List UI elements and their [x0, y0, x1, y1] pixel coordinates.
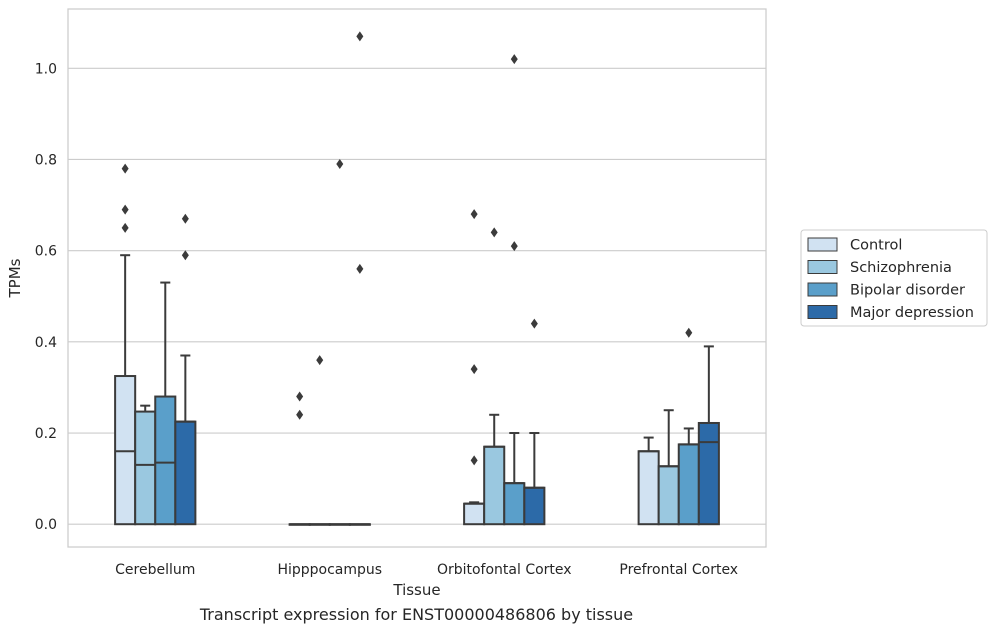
outlier-marker [685, 327, 693, 338]
outlier-marker [510, 241, 518, 252]
y-tick-label: 0.6 [35, 244, 57, 260]
box-rect [523, 486, 546, 526]
box-rect [134, 410, 157, 526]
legend-label: Schizophrenia [850, 260, 952, 276]
box-group [637, 436, 660, 526]
outlier-marker [296, 391, 304, 402]
outlier-marker [510, 54, 518, 65]
y-tick-label: 0.2 [35, 426, 57, 442]
outlier-marker [296, 409, 304, 420]
x-tick-label: Hipppocampus [277, 562, 382, 578]
box-rect [677, 443, 700, 526]
legend-swatch [807, 260, 838, 274]
legend: Control Schizophrenia Bipolar disorder Majo… [800, 229, 988, 327]
x-tick-label: Cerebellum [115, 562, 195, 578]
outlier-marker [530, 318, 538, 329]
box-rect [463, 502, 486, 526]
legend-label: Major depression [850, 305, 974, 321]
box-rect [114, 375, 137, 526]
box-group [697, 345, 720, 526]
legend-swatch [807, 237, 838, 252]
y-tick-labels: 0.0 0.2 0.4 0.6 0.8 1.0 [35, 61, 57, 533]
box-rect [503, 482, 526, 526]
legend-label: Bipolar disorder [850, 283, 965, 299]
outlier-marker [181, 250, 189, 261]
box-rect [154, 395, 177, 526]
outlier-marker [356, 263, 364, 274]
box-rect [174, 420, 197, 526]
box-group [328, 159, 351, 526]
y-tick-label: 1.0 [35, 61, 57, 77]
x-axis-title: Tissue [392, 581, 440, 599]
x-tick-label: Prefrontal Cortex [619, 562, 738, 578]
box-group [134, 404, 157, 526]
outlier-marker [121, 204, 129, 215]
box-groups [114, 31, 720, 526]
legend-swatch [807, 305, 838, 319]
box-rect [657, 465, 680, 526]
x-tick-labels: Cerebellum Hipppocampus Orbitofontal Corte… [115, 562, 738, 578]
figure-caption: Transcript expression for ENST0000048680… [199, 605, 634, 624]
box-group [348, 31, 371, 526]
outlier-marker [470, 364, 478, 375]
box-rect [697, 421, 720, 526]
box-rect [637, 450, 660, 526]
outlier-marker [121, 222, 129, 233]
outlier-marker [470, 455, 478, 466]
box-group [503, 54, 526, 526]
legend-frame [800, 229, 988, 327]
outlier-marker [181, 213, 189, 224]
box-group [114, 163, 137, 526]
legend-label: Control [850, 238, 902, 254]
y-axis-title: TPMs [6, 258, 24, 298]
outlier-marker [490, 227, 498, 238]
outlier-marker [121, 163, 129, 174]
box-group [463, 209, 486, 526]
box-rect [483, 445, 506, 526]
outlier-marker [316, 355, 324, 366]
legend-swatch [807, 282, 838, 297]
outlier-marker [336, 159, 344, 170]
outlier-marker [470, 209, 478, 220]
box-group [523, 318, 546, 526]
box-group [154, 281, 177, 526]
box-group [308, 355, 331, 526]
x-tick-label: Orbitofontal Cortex [437, 562, 572, 578]
y-tick-label: 0.8 [35, 152, 57, 168]
outlier-marker [356, 31, 364, 42]
y-tick-label: 0.0 [35, 517, 57, 533]
box-group [174, 213, 197, 526]
y-tick-label: 0.4 [35, 335, 57, 351]
